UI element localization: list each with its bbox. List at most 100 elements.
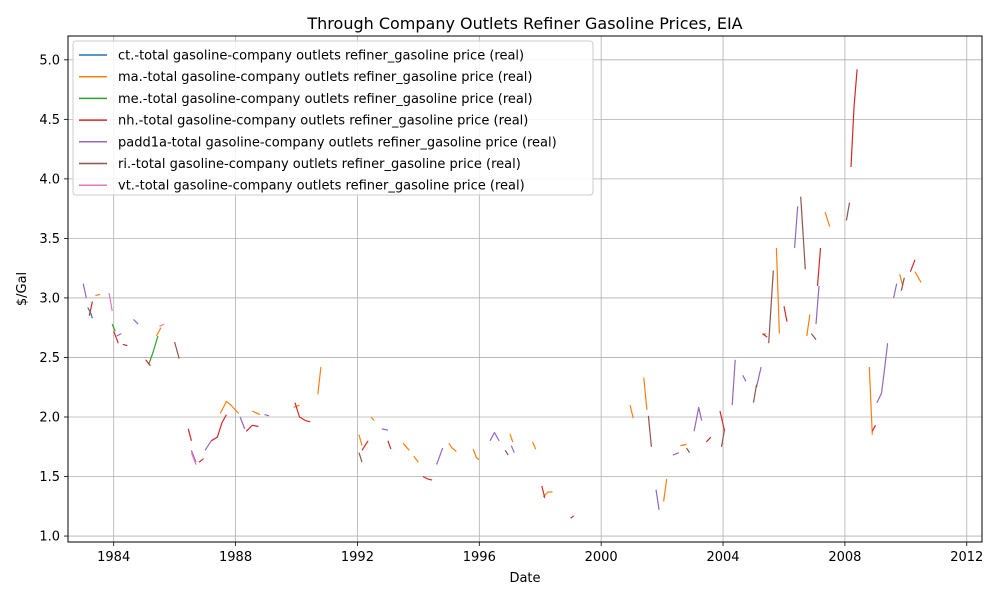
series-line-segment xyxy=(510,445,515,453)
series-line-segment xyxy=(868,366,873,435)
series-line-segment xyxy=(693,406,703,432)
series-line-segment xyxy=(850,69,858,168)
y-tick-label: 2.5 xyxy=(39,351,60,366)
legend-label: padd1a-total gasoline-company outlets re… xyxy=(118,135,557,150)
series-line-segment xyxy=(436,447,444,465)
x-tick-label: 1992 xyxy=(341,550,374,565)
series-line-segment xyxy=(783,306,788,322)
x-axis-label: Date xyxy=(509,571,540,586)
legend-label: vt.-total gasoline-company outlets refin… xyxy=(118,179,525,194)
series-line-segment xyxy=(294,402,311,423)
series-line-segment xyxy=(504,449,509,456)
series-line-segment xyxy=(794,206,799,248)
x-tick-label: 1996 xyxy=(463,550,496,565)
series-line-segment xyxy=(742,375,747,382)
series-line-segment xyxy=(190,450,197,463)
series-line-segment xyxy=(876,343,889,403)
series-line-segment xyxy=(174,341,180,359)
series-line-segment xyxy=(643,377,648,410)
series-line-segment xyxy=(472,448,480,461)
series-line-segment xyxy=(705,436,712,443)
x-axis: 1984 1988 1992 1996 2000 2004 2008 2012 xyxy=(97,542,983,565)
chart-title: Through Company Outlets Refiner Gasoline… xyxy=(306,14,742,33)
series-line-segment xyxy=(413,455,419,463)
series-line-segment xyxy=(768,270,774,344)
series-line-segment xyxy=(204,440,212,451)
series-5 xyxy=(174,196,905,463)
series-line-segment xyxy=(752,384,758,403)
x-tick-label: 2012 xyxy=(950,550,983,565)
y-tick-label: 1.0 xyxy=(39,530,60,545)
series-line-segment xyxy=(190,452,197,465)
series-line-segment xyxy=(647,415,652,447)
series-line-segment xyxy=(95,293,101,297)
series-line-segment xyxy=(116,333,122,337)
y-tick-label: 3.0 xyxy=(39,291,60,306)
x-tick-label: 2004 xyxy=(706,550,739,565)
series-line-segment xyxy=(871,425,876,432)
series-layer xyxy=(82,69,922,519)
series-line-segment xyxy=(570,515,575,519)
y-tick-label: 5.0 xyxy=(39,53,60,68)
legend-box xyxy=(72,40,594,196)
series-line-segment xyxy=(133,318,139,325)
series-line-segment xyxy=(245,424,259,432)
series-line-segment xyxy=(108,293,113,312)
x-tick-label: 1988 xyxy=(219,550,252,565)
series-line-segment xyxy=(387,440,392,450)
series-line-segment xyxy=(145,359,151,367)
series-line-segment xyxy=(541,485,546,499)
series-line-segment xyxy=(82,283,87,299)
series-line-segment xyxy=(210,414,227,442)
series-line-segment xyxy=(731,359,736,406)
series-line-segment xyxy=(509,433,514,443)
series-line-segment xyxy=(762,333,768,338)
series-line-segment xyxy=(155,327,162,337)
series-line-segment xyxy=(113,331,119,344)
series-line-segment xyxy=(800,196,806,270)
series-line-segment xyxy=(122,343,128,347)
legend-label: ct.-total gasoline-company outlets refin… xyxy=(118,49,524,64)
legend-label: nh.-total gasoline-company outlets refin… xyxy=(118,114,528,129)
series-line-segment xyxy=(317,366,322,395)
series-line-segment xyxy=(893,283,898,299)
series-line-segment xyxy=(680,443,687,447)
series-line-segment xyxy=(900,277,905,291)
series-line-segment xyxy=(719,410,726,432)
series-line-segment xyxy=(720,428,726,447)
series-line-segment xyxy=(775,247,780,334)
series-line-segment xyxy=(672,452,680,456)
series-line-segment xyxy=(198,458,204,463)
series-line-segment xyxy=(815,285,820,325)
series-line-segment xyxy=(187,428,192,441)
series-line-segment xyxy=(159,323,165,328)
series-line-segment xyxy=(87,307,93,319)
series-4 xyxy=(82,206,898,510)
series-line-segment xyxy=(264,414,270,417)
y-tick-label: 4.0 xyxy=(39,172,60,187)
series-line-segment xyxy=(219,400,240,414)
series-line-segment xyxy=(542,491,553,498)
series-1 xyxy=(95,212,922,502)
series-3 xyxy=(88,69,916,519)
series-line-segment xyxy=(402,442,410,451)
series-line-segment xyxy=(489,431,500,442)
x-tick-label: 1984 xyxy=(97,550,130,565)
series-line-segment xyxy=(685,447,691,454)
series-line-segment xyxy=(824,212,831,227)
series-line-segment xyxy=(845,202,851,221)
legend-label: ma.-total gasoline-company outlets refin… xyxy=(118,70,533,85)
series-line-segment xyxy=(909,259,916,272)
series-6 xyxy=(108,293,197,465)
series-line-segment xyxy=(88,301,93,316)
y-axis-label: $/Gal xyxy=(15,272,30,306)
y-axis: 1.0 1.5 2.0 2.5 3.0 3.5 4.0 4.5 5.0 xyxy=(39,53,68,545)
series-line-segment xyxy=(148,335,159,365)
series-line-segment xyxy=(358,452,363,463)
series-line-segment xyxy=(806,314,811,337)
series-line-segment xyxy=(629,404,634,419)
y-tick-label: 3.5 xyxy=(39,232,60,247)
series-0 xyxy=(87,307,93,319)
series-line-segment xyxy=(358,434,363,446)
